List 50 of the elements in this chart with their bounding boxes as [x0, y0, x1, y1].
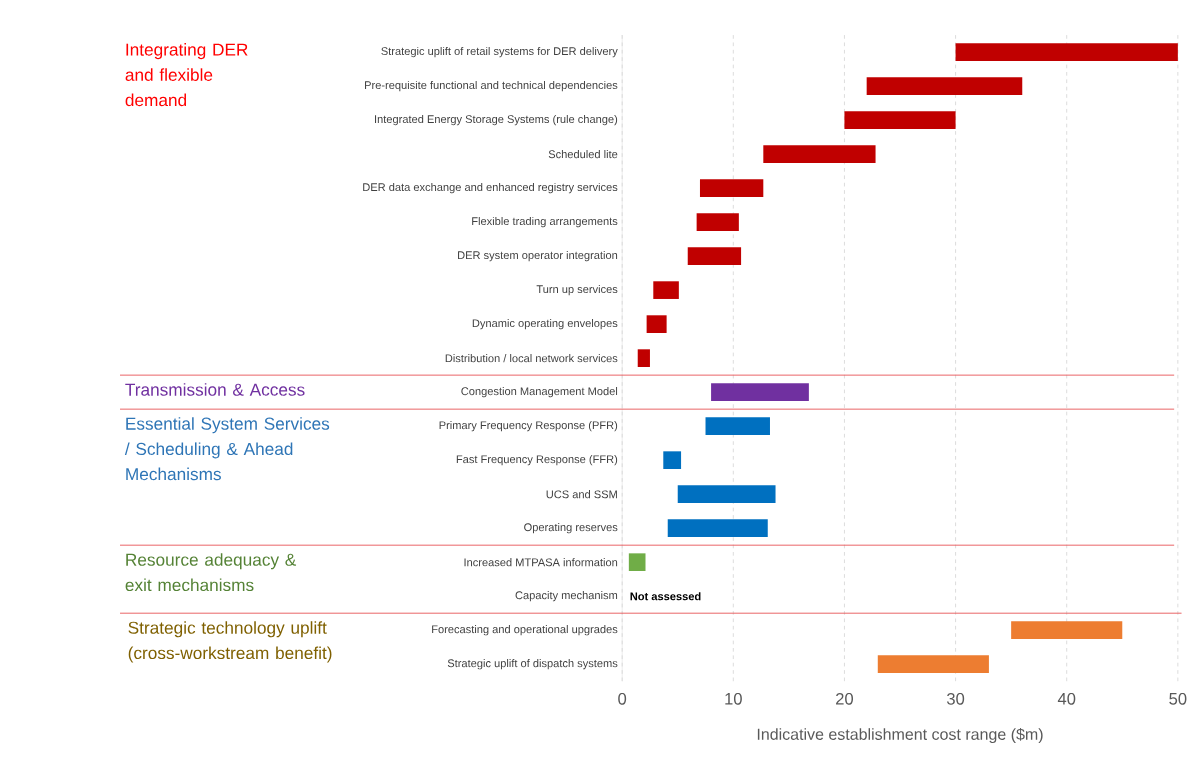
y-tick-label: Scheduled lite: [548, 149, 618, 159]
y-tick-label: Fast Frequency Response (FFR): [456, 454, 618, 466]
bar: [677, 485, 776, 503]
bar: [1011, 621, 1123, 639]
y-tick-label: Increased MTPASA information: [464, 557, 618, 567]
y-tick-label: Strategic uplift of dispatch systems: [447, 658, 618, 670]
y-tick-label: Strategic uplift of retail systems for DER delivery: [381, 46, 618, 58]
text: Transmission & Access: [125, 383, 305, 396]
bar: [705, 417, 770, 435]
y-tick-label: Turn up services: [536, 284, 618, 296]
y-tick-label: Integrated Energy Storage Systems (rule change): [375, 114, 618, 126]
x-axis-title: Indicative establishment cost range ($m): [757, 727, 1043, 743]
bar: [763, 145, 876, 163]
bar: [663, 451, 682, 469]
text: Strategic technology uplift (cross-workstream benefit): [128, 621, 332, 663]
bar: [687, 247, 742, 265]
y-tick-label: DER system operator integration: [458, 250, 618, 262]
x-tick-label: 0: [618, 692, 627, 705]
y-tick-label: Operating reserves: [524, 522, 618, 534]
bar: [696, 213, 739, 231]
bar: [699, 179, 764, 197]
text: Integrating DER and flexible demand: [125, 42, 248, 107]
y-tick-label: Primary Frequency Response (PFR): [439, 420, 618, 432]
y-tick-label: Congestion Management Model: [461, 386, 618, 398]
x-tick-label: 50: [1169, 692, 1187, 705]
text: Essential System Services / Scheduling & Ahead Mechanisms: [124, 417, 330, 481]
bar: [866, 77, 1023, 95]
bar: [646, 315, 667, 333]
x-tick-label: 30: [946, 692, 965, 705]
bar: [628, 553, 646, 571]
x-tick-label: 10: [725, 692, 742, 705]
y-tick-label: Flexible trading arrangements: [472, 216, 618, 228]
x-tick-label: 20: [836, 692, 854, 705]
bar: [653, 281, 679, 299]
text: Resource adequacy & exit mechanisms: [125, 553, 297, 591]
y-tick-label: Forecasting and operational upgrades: [432, 624, 618, 636]
y-tick-label: Capacity mechanism: [515, 590, 618, 602]
bar: [711, 383, 809, 401]
x-tick-label: 40: [1057, 692, 1076, 705]
y-tick-label: Distribution / local network services: [445, 353, 618, 363]
bar: [637, 349, 650, 367]
bar: [955, 43, 1178, 61]
y-tick-label: UCS and SSM: [546, 489, 617, 499]
annotation: Not assessed: [630, 591, 701, 601]
y-tick-label: Pre-requisite functional and technical dependencies: [365, 80, 618, 92]
bar: [844, 111, 956, 129]
y-tick-label: DER data exchange and enhanced registry services: [363, 182, 618, 194]
bar: [877, 655, 989, 673]
y-tick-label: Dynamic operating envelopes: [472, 318, 618, 330]
bar: [667, 519, 768, 537]
